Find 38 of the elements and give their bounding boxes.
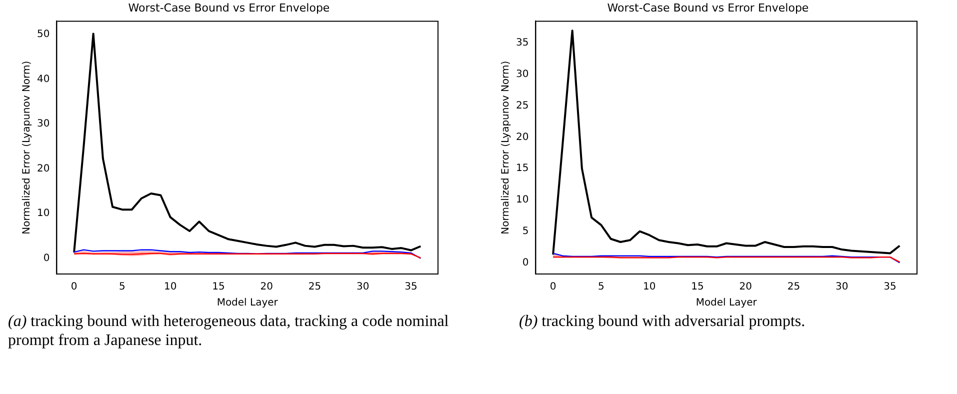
y-tick-label: 25: [516, 100, 529, 112]
y-tick-label: 20: [36, 163, 50, 174]
y-tick-label: 5: [522, 226, 529, 237]
x-tick-label: 0: [70, 282, 78, 293]
x-tick-label: 20: [739, 282, 752, 293]
x-tick-label: 15: [691, 282, 704, 293]
text: (b) tracking bound with adversarial prompts.: [518, 312, 806, 331]
x-tick-label: 10: [642, 282, 656, 293]
x-tick-label: 30: [836, 282, 848, 293]
x-axis-title: Model Layer: [216, 298, 279, 309]
y-tick-label: 20: [516, 132, 529, 143]
chart-title: Worst-Case Bound vs Error Envelope: [607, 1, 809, 14]
x-tick-label: 30: [356, 282, 370, 293]
y-tick-label: 10: [36, 208, 50, 220]
x-tick-label: 35: [884, 282, 896, 293]
x-tick-label: 25: [308, 282, 322, 293]
x-tick-label: 10: [164, 282, 177, 293]
x-axis-title: Model Layer: [696, 298, 758, 309]
y-tick-label: 50: [36, 29, 50, 40]
y-tick-label: 40: [36, 74, 50, 85]
y-tick-label: 10: [516, 194, 529, 206]
x-tick-label: 25: [787, 282, 800, 293]
x-tick-label: 15: [212, 282, 225, 293]
x-tick-label: 5: [598, 282, 604, 293]
y-axis-title: Normalized Error (Lyapunov Norm): [500, 60, 512, 234]
y-tick-label: 15: [516, 163, 529, 174]
text: (a) tracking bound with heterogeneous data, tracking a code nominal prompt from a Japanese input.: [7, 312, 450, 350]
y-tick-label: 35: [516, 38, 529, 49]
y-tick-label: 30: [36, 118, 50, 130]
x-tick-label: 35: [404, 282, 418, 293]
chart-title: Worst-Case Bound vs Error Envelope: [128, 1, 330, 14]
x-tick-label: 0: [550, 282, 556, 293]
y-axis-title: Normalized Error (Lyapunov Norm): [22, 60, 33, 234]
x-tick-label: 20: [260, 282, 273, 293]
y-tick-label: 30: [516, 69, 529, 80]
y-tick-label: 0: [522, 257, 529, 268]
y-tick-label: 0: [43, 252, 50, 264]
x-tick-label: 5: [119, 282, 126, 293]
